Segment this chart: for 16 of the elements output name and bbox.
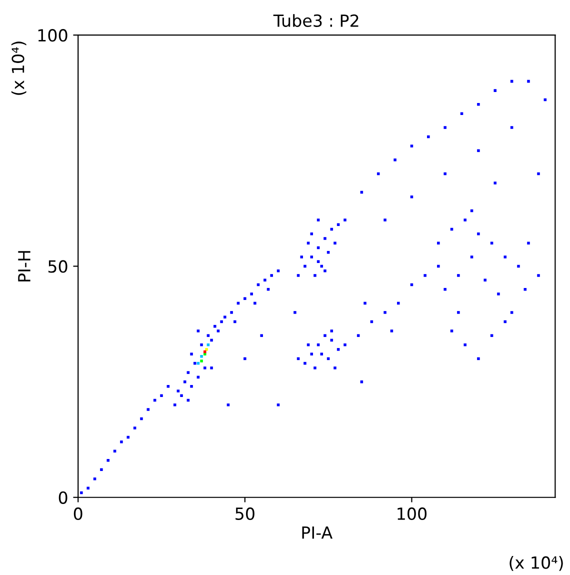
x-tick-label: 50 xyxy=(236,507,254,520)
x-tick-label: 100 xyxy=(398,507,427,520)
y-tick-label: 0 xyxy=(58,491,68,504)
y-tick-label: 100 xyxy=(38,29,68,42)
text: (x 10⁴) xyxy=(11,42,26,95)
y-tick-label: 50 xyxy=(48,260,68,273)
chart-title: Tube3 : P2 xyxy=(273,14,358,27)
x-axis-title: PI-A xyxy=(302,526,332,539)
y-axis-title: PI-H xyxy=(18,251,30,282)
point xyxy=(203,350,206,354)
x-tick-label: 0 xyxy=(74,507,82,520)
text: (x 10⁴) xyxy=(510,556,563,571)
point xyxy=(205,348,208,351)
point xyxy=(200,354,203,358)
point xyxy=(203,352,206,356)
point xyxy=(200,360,203,362)
